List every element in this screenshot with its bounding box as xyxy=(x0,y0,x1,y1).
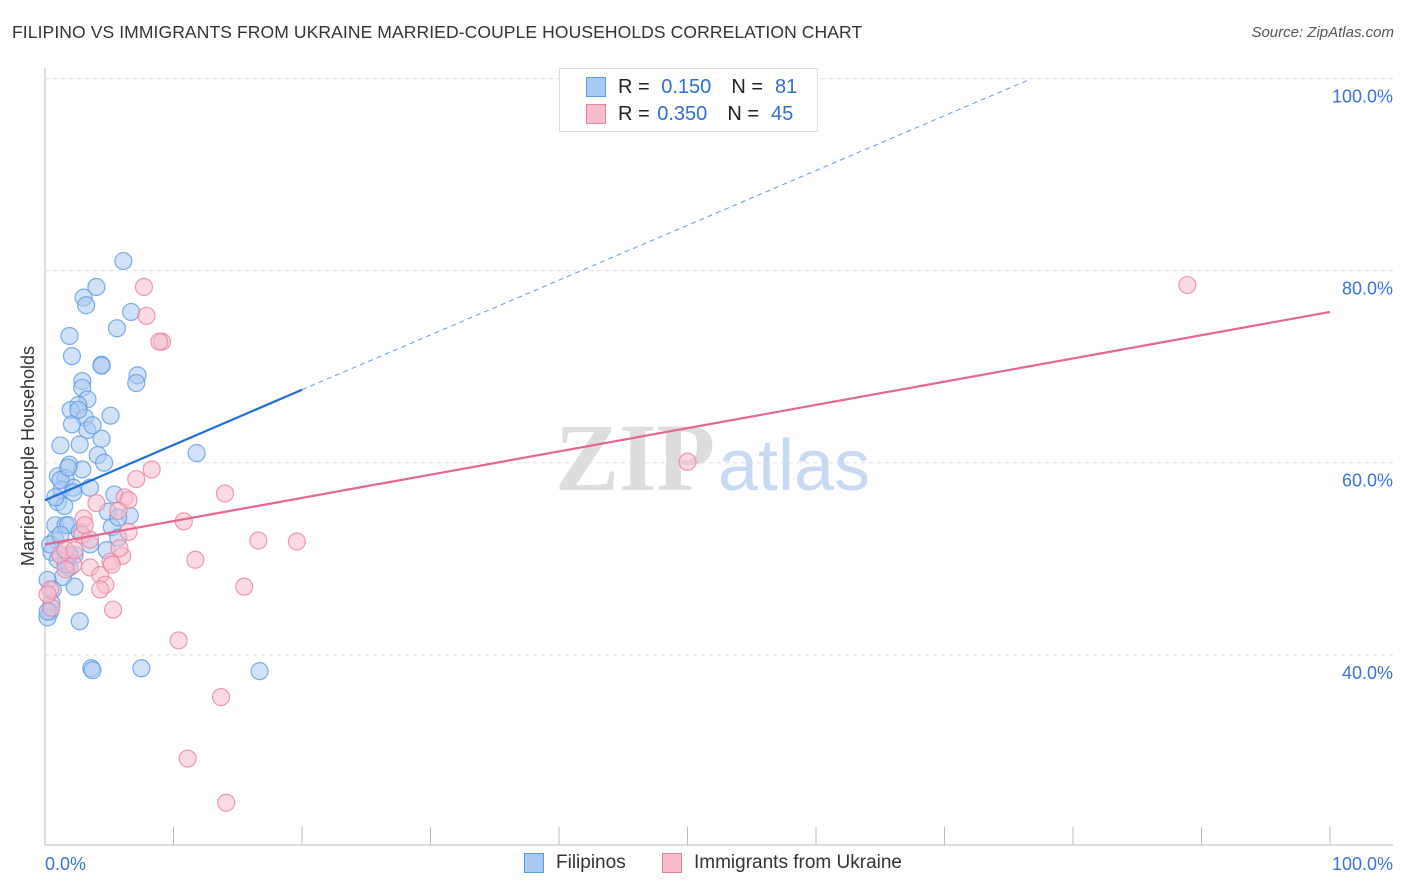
ukraine-point xyxy=(150,332,169,351)
filipino-point xyxy=(87,277,106,297)
ukraine-point xyxy=(215,484,234,503)
ukraine-point xyxy=(235,577,254,596)
filipino-point xyxy=(65,577,84,596)
legend-label: Filipinos xyxy=(556,852,626,873)
ukraine-point xyxy=(109,501,128,520)
ukraine-point xyxy=(87,493,106,513)
legend-label: Immigrants from Ukraine xyxy=(694,852,902,873)
r-label: R = xyxy=(618,102,650,125)
filipino-point xyxy=(59,458,78,477)
watermark-atlas: atlas xyxy=(718,426,870,506)
filipino-trendline-extension xyxy=(301,79,1030,391)
filipino-point xyxy=(114,251,133,271)
y-tick-label: 60.0% xyxy=(1342,471,1393,491)
filipino-point xyxy=(95,453,114,472)
legend-row-ukraine: R = 0.350 N = 45 xyxy=(586,101,793,127)
source-label: Source: ZipAtlas.com xyxy=(1251,24,1394,41)
ukraine-point xyxy=(110,539,129,558)
n-value: 81 xyxy=(775,75,798,98)
chart-title: FILIPINO VS IMMIGRANTS FROM UKRAINE MARR… xyxy=(12,22,863,42)
ukraine-point xyxy=(104,600,123,619)
ukraine-point xyxy=(1178,275,1197,295)
ukraine-point xyxy=(75,516,94,535)
filipino-point xyxy=(132,659,151,678)
ukraine-point xyxy=(91,580,110,599)
x-tick-label: 0.0% xyxy=(45,854,86,874)
filipino-point xyxy=(69,400,88,420)
pink-swatch xyxy=(662,853,682,873)
filipino-point xyxy=(83,416,102,435)
ukraine-point xyxy=(169,631,188,650)
ukraine-point xyxy=(287,532,306,551)
ukraine-point xyxy=(249,531,268,550)
ukraine-point xyxy=(186,550,205,569)
ukraine-point xyxy=(137,306,156,325)
legend-row-filipinos: R = 0.150 N = 81 xyxy=(586,74,797,100)
filipino-point xyxy=(187,444,206,463)
filipino-point xyxy=(83,661,102,680)
ukraine-point xyxy=(217,793,236,812)
r-value: 0.350 xyxy=(657,102,708,125)
filipino-point xyxy=(107,319,127,338)
blue-swatch xyxy=(586,77,606,97)
ukraine-point xyxy=(65,541,84,560)
n-label: N = xyxy=(727,102,759,125)
filipino-point xyxy=(70,612,89,631)
y-axis-label: Married-couple Households xyxy=(18,346,38,566)
ukraine-point xyxy=(38,585,57,604)
ukraine-trendline xyxy=(44,310,1331,546)
filipino-point xyxy=(77,296,96,315)
ukraine-point xyxy=(678,452,697,471)
ukraine-point xyxy=(102,555,121,574)
filipino-point xyxy=(51,436,70,455)
r-value: 0.150 xyxy=(661,75,712,98)
n-value: 45 xyxy=(771,102,794,125)
filipino-point xyxy=(70,435,89,454)
filipino-point xyxy=(121,302,141,322)
ukraine-point xyxy=(134,277,154,297)
filipino-point xyxy=(62,347,82,366)
filipino-point xyxy=(101,406,120,425)
r-label: R = xyxy=(618,75,650,98)
blue-swatch xyxy=(524,853,544,873)
y-tick-label: 40.0% xyxy=(1342,663,1393,683)
legend-ukraine[interactable]: Immigrants from Ukraine xyxy=(662,852,902,874)
ukraine-point xyxy=(127,469,146,489)
pink-swatch xyxy=(586,104,606,124)
ukraine-point xyxy=(56,560,75,579)
legend-filipinos[interactable]: Filipinos xyxy=(524,852,626,874)
filipino-point xyxy=(250,662,269,681)
ukraine-point xyxy=(178,749,197,768)
filipino-point xyxy=(127,373,146,393)
filipino-point xyxy=(60,326,79,346)
ukraine-point xyxy=(119,522,138,541)
y-tick-label: 80.0% xyxy=(1342,279,1393,299)
n-label: N = xyxy=(731,75,763,98)
stats-legend: R = 0.150 N = 81 R = 0.350 N = 45 xyxy=(559,68,818,132)
y-tick-label: 100.0% xyxy=(1332,87,1393,107)
x-tick-label: 100.0% xyxy=(1332,854,1393,874)
filipino-point xyxy=(92,356,111,375)
ukraine-point xyxy=(142,460,161,479)
filipino-trendline xyxy=(44,388,303,502)
ukraine-point xyxy=(211,687,231,707)
